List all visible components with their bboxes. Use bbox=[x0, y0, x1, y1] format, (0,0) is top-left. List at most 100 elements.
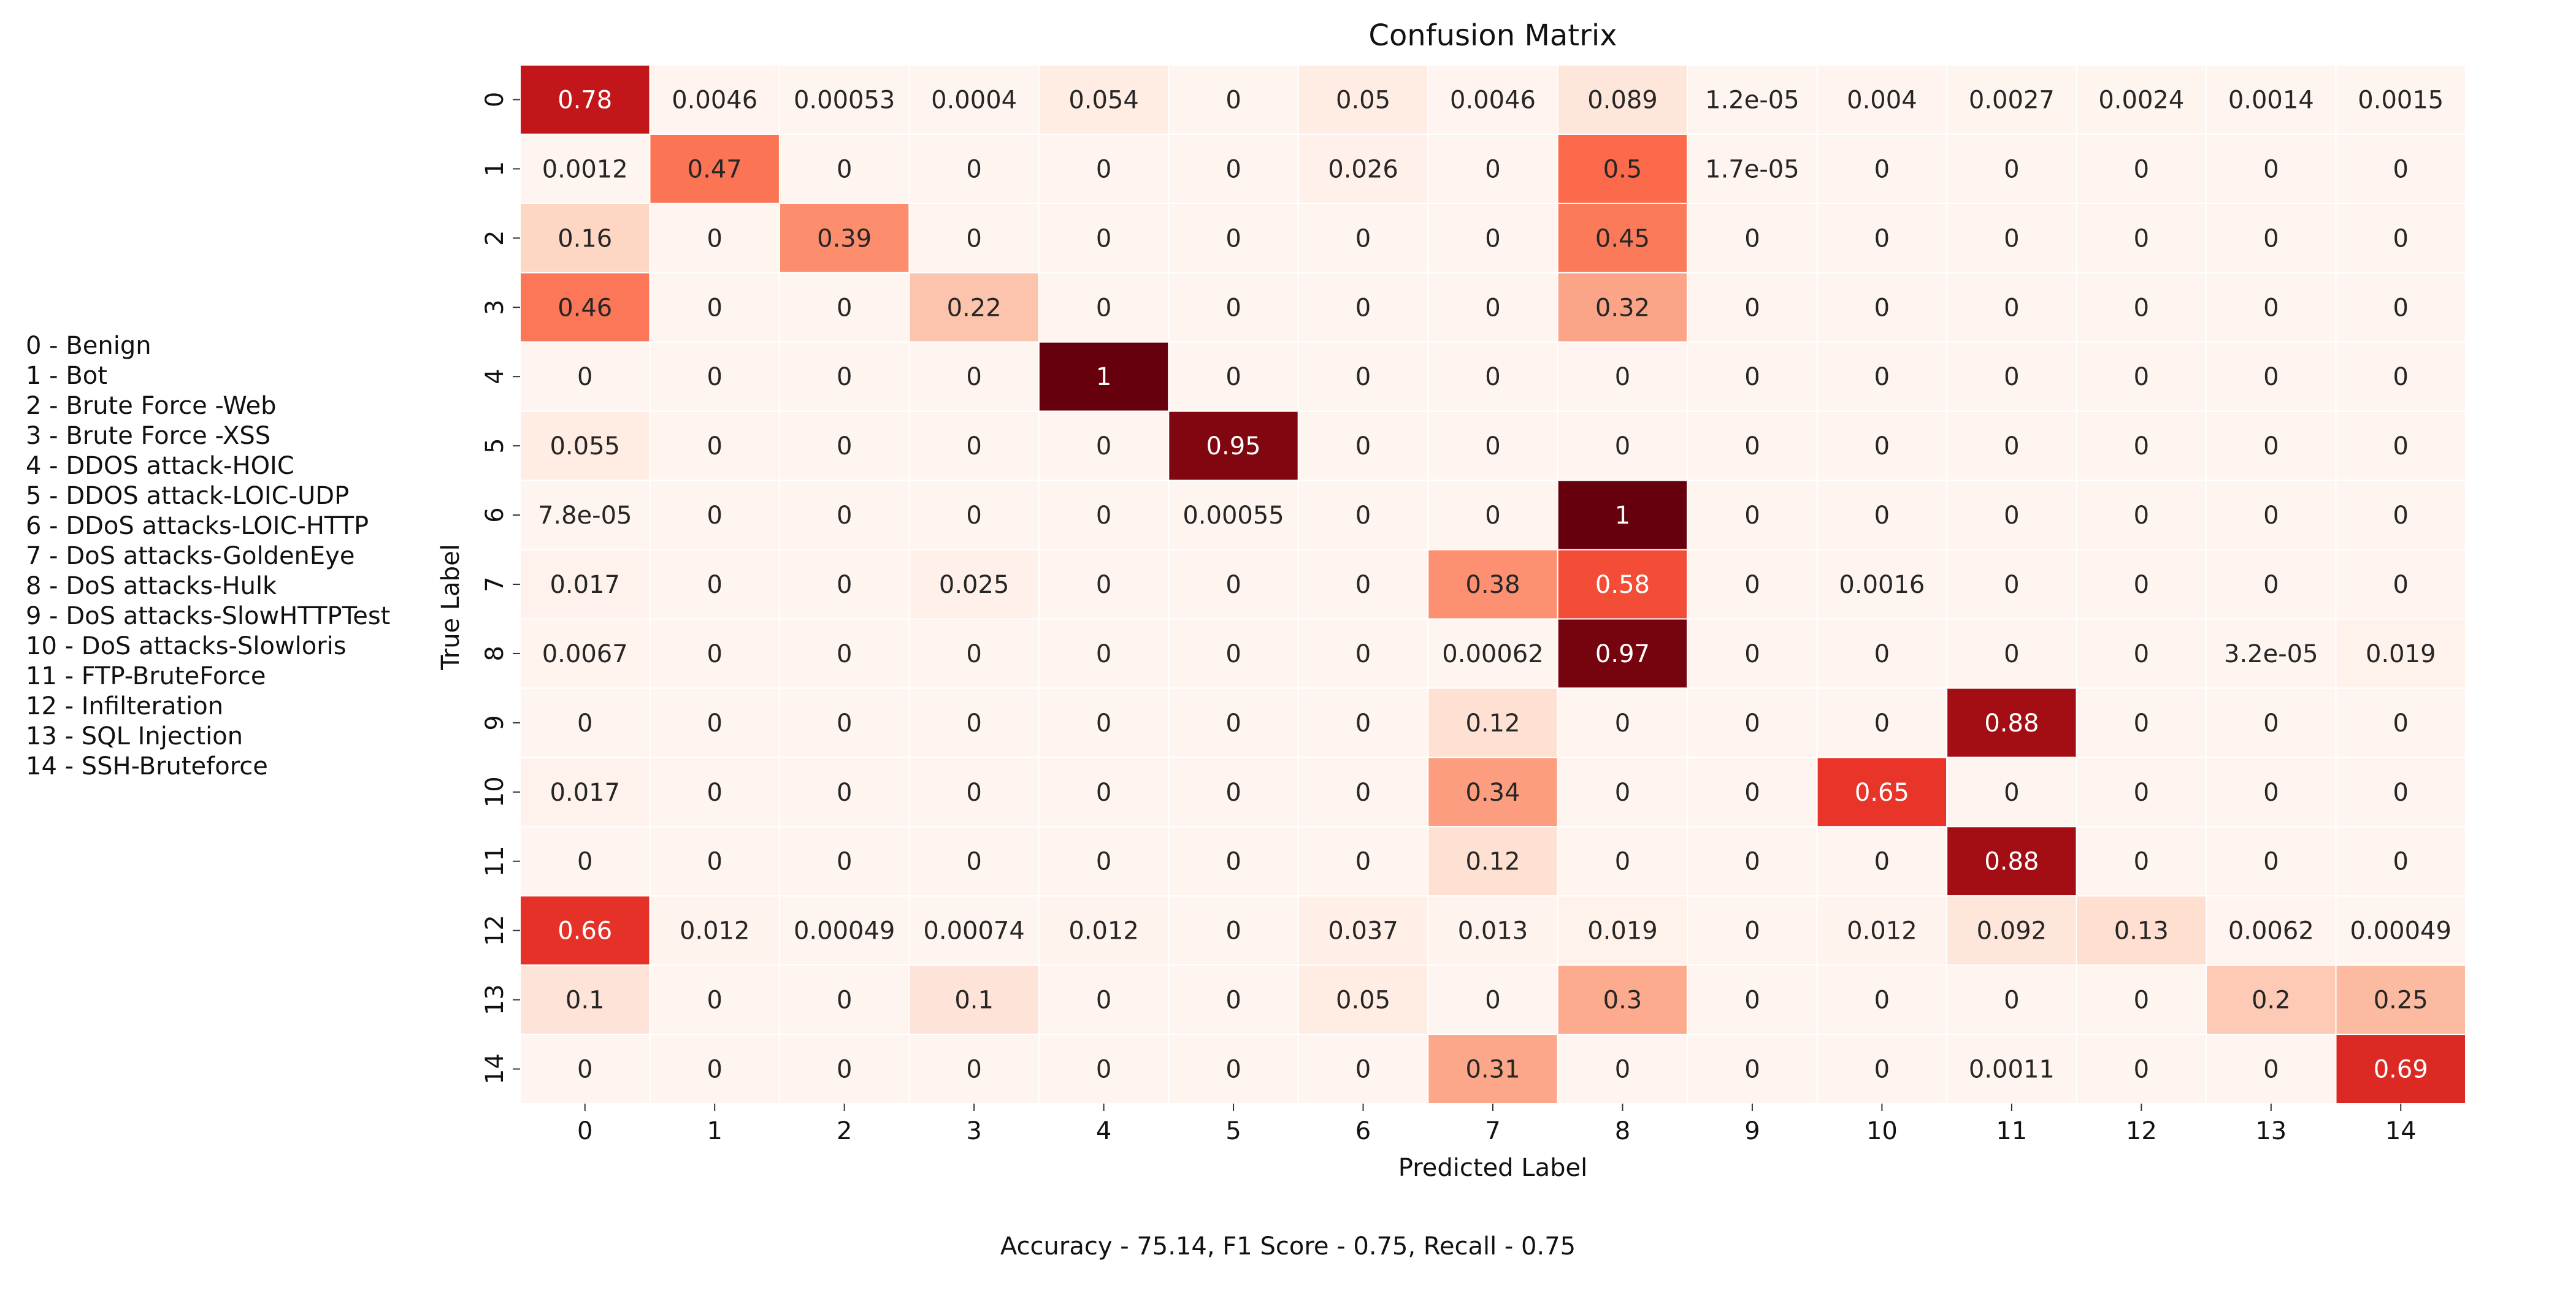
cell-value-label-r6-c2: 0 bbox=[837, 502, 852, 530]
cell-value-label-r7-c13: 0 bbox=[2263, 571, 2279, 599]
x-tick-label-6: 6 bbox=[1355, 1117, 1371, 1145]
cell-value-label-r2-c7: 0 bbox=[1485, 224, 1500, 253]
cell-value-label-r6-c13: 0 bbox=[2263, 502, 2279, 530]
cell-value-label-r4-c13: 0 bbox=[2263, 363, 2279, 391]
cell-value-label-r7-c0: 0.017 bbox=[550, 571, 620, 599]
heatmap-cell-r3-c9 bbox=[1687, 272, 1818, 343]
y-tick-label-1: 1 bbox=[481, 161, 509, 177]
x-tick-label-13: 13 bbox=[2255, 1117, 2287, 1145]
cell-value-label-r2-c2: 0.39 bbox=[817, 224, 872, 253]
y-tick-label-10: 10 bbox=[481, 776, 509, 807]
cell-value-label-r0-c4: 0.054 bbox=[1068, 86, 1139, 114]
heatmap-cell-r14-c9 bbox=[1687, 1034, 1818, 1104]
cell-value-label-r11-c3: 0 bbox=[966, 848, 981, 876]
heatmap-cell-r6-c3 bbox=[908, 479, 1040, 551]
cell-value-label-r1-c0: 0.0012 bbox=[542, 155, 628, 183]
cell-value-label-r11-c7: 0.12 bbox=[1465, 848, 1520, 876]
cell-value-label-r14-c12: 0 bbox=[2134, 1056, 2149, 1084]
cell-value-label-r2-c13: 0 bbox=[2263, 224, 2279, 253]
heatmap-cell-r3-c10 bbox=[1816, 272, 1948, 343]
cell-value-label-r11-c0: 0 bbox=[577, 848, 592, 876]
heatmap-cell-r8-c12 bbox=[2076, 618, 2207, 689]
heatmap-cell-r6-c10 bbox=[1816, 479, 1948, 551]
cell-value-label-r10-c14: 0 bbox=[2393, 779, 2409, 807]
cell-value-label-r12-c9: 0 bbox=[1744, 917, 1760, 945]
heatmap-cell-r11-c11 bbox=[1946, 826, 2077, 897]
cell-value-label-r1-c11: 0 bbox=[2004, 155, 2019, 183]
cell-value-label-r6-c11: 0 bbox=[2004, 502, 2019, 530]
cell-value-label-r5-c9: 0 bbox=[1744, 432, 1760, 460]
legend-item-6: 6 - DDoS attacks-LOIC-HTTP bbox=[26, 512, 369, 540]
cell-value-label-r5-c7: 0 bbox=[1485, 432, 1500, 460]
heatmap-cell-r14-c14 bbox=[2335, 1034, 2467, 1104]
heatmap-cell-r2-c7 bbox=[1427, 202, 1558, 273]
cell-value-label-r4-c0: 0 bbox=[577, 363, 592, 391]
heatmap-cell-r3-c3 bbox=[908, 272, 1040, 343]
cell-value-label-r13-c2: 0 bbox=[837, 987, 852, 1015]
cell-value-label-r14-c6: 0 bbox=[1355, 1056, 1371, 1084]
heatmap-cell-r12-c14 bbox=[2335, 895, 2467, 966]
heatmap-cell-r5-c3 bbox=[908, 410, 1040, 481]
cell-value-label-r10-c1: 0 bbox=[707, 779, 722, 807]
heatmap-cell-r14-c4 bbox=[1038, 1034, 1170, 1104]
cell-value-label-r13-c12: 0 bbox=[2134, 987, 2149, 1015]
y-axis-label: True Label bbox=[437, 544, 465, 671]
heatmap-cell-r9-c12 bbox=[2076, 687, 2207, 758]
cell-value-label-r14-c0: 0 bbox=[577, 1056, 592, 1084]
heatmap-cell-r10-c8 bbox=[1557, 757, 1689, 828]
heatmap-cell-r13-c6 bbox=[1297, 964, 1429, 1036]
heatmap-cell-r7-c1 bbox=[649, 549, 780, 620]
heatmap-cell-r2-c12 bbox=[2076, 202, 2207, 273]
cell-value-label-r13-c5: 0 bbox=[1225, 987, 1241, 1015]
cell-value-label-r7-c7: 0.38 bbox=[1465, 571, 1520, 599]
cell-value-label-r13-c14: 0.25 bbox=[2374, 987, 2428, 1015]
heatmap-cell-r2-c5 bbox=[1168, 202, 1299, 273]
heatmap-cell-r6-c5 bbox=[1168, 479, 1299, 551]
cell-value-label-r0-c1: 0.0046 bbox=[672, 86, 757, 114]
heatmap-cell-r6-c8 bbox=[1557, 479, 1689, 551]
cell-value-label-r12-c0: 0.66 bbox=[558, 917, 612, 945]
legend-item-0: 0 - Benign bbox=[26, 332, 151, 360]
cell-value-label-r9-c5: 0 bbox=[1225, 709, 1241, 738]
heatmap-cell-r14-c1 bbox=[649, 1034, 780, 1104]
heatmap-cell-r10-c9 bbox=[1687, 757, 1818, 828]
heatmap-cell-r10-c7 bbox=[1427, 757, 1558, 828]
cell-value-label-r1-c2: 0 bbox=[837, 155, 852, 183]
cell-value-label-r5-c13: 0 bbox=[2263, 432, 2279, 460]
cell-value-label-r13-c1: 0 bbox=[707, 987, 722, 1015]
heatmap-cell-r9-c6 bbox=[1297, 687, 1429, 758]
cell-value-label-r5-c0: 0.055 bbox=[550, 432, 620, 460]
heatmap-cell-r11-c4 bbox=[1038, 826, 1170, 897]
heatmap-cell-r5-c6 bbox=[1297, 410, 1429, 481]
cell-value-label-r13-c6: 0.05 bbox=[1336, 987, 1390, 1015]
heatmap-cell-r0-c8 bbox=[1557, 64, 1689, 135]
cell-value-label-r12-c14: 0.00049 bbox=[2350, 917, 2451, 945]
heatmap-cell-r12-c5 bbox=[1168, 895, 1299, 966]
cell-value-label-r7-c11: 0 bbox=[2004, 571, 2019, 599]
cell-value-label-r14-c5: 0 bbox=[1225, 1056, 1241, 1084]
cell-value-label-r7-c10: 0.0016 bbox=[1839, 571, 1925, 599]
heatmap-cell-r13-c4 bbox=[1038, 964, 1170, 1036]
cell-value-label-r11-c13: 0 bbox=[2263, 848, 2279, 876]
heatmap-cell-r9-c8 bbox=[1557, 687, 1689, 758]
cell-value-label-r7-c14: 0 bbox=[2393, 571, 2409, 599]
legend-item-14: 14 - SSH-Bruteforce bbox=[26, 752, 268, 780]
cell-value-label-r1-c12: 0 bbox=[2134, 155, 2149, 183]
heatmap-cell-r5-c5 bbox=[1168, 410, 1299, 481]
cell-value-label-r12-c4: 0.012 bbox=[1068, 917, 1139, 945]
heatmap-cell-r12-c8 bbox=[1557, 895, 1689, 966]
cell-value-label-r13-c0: 0.1 bbox=[565, 987, 605, 1015]
heatmap-cell-r3-c8 bbox=[1557, 272, 1689, 343]
x-tick-label-11: 11 bbox=[1996, 1117, 2027, 1145]
heatmap-cell-r2-c4 bbox=[1038, 202, 1170, 273]
y-tick-label-0: 0 bbox=[481, 92, 509, 107]
cell-value-label-r8-c10: 0 bbox=[1874, 640, 1890, 668]
cell-value-label-r8-c1: 0 bbox=[707, 640, 722, 668]
heatmap-cell-r13-c10 bbox=[1816, 964, 1948, 1036]
heatmap-cells bbox=[519, 64, 2467, 1104]
heatmap-cell-r4-c7 bbox=[1427, 341, 1558, 412]
heatmap-cell-r0-c12 bbox=[2076, 64, 2207, 135]
cell-value-label-r3-c3: 0.22 bbox=[947, 294, 1002, 322]
x-tick-label-3: 3 bbox=[966, 1117, 981, 1145]
